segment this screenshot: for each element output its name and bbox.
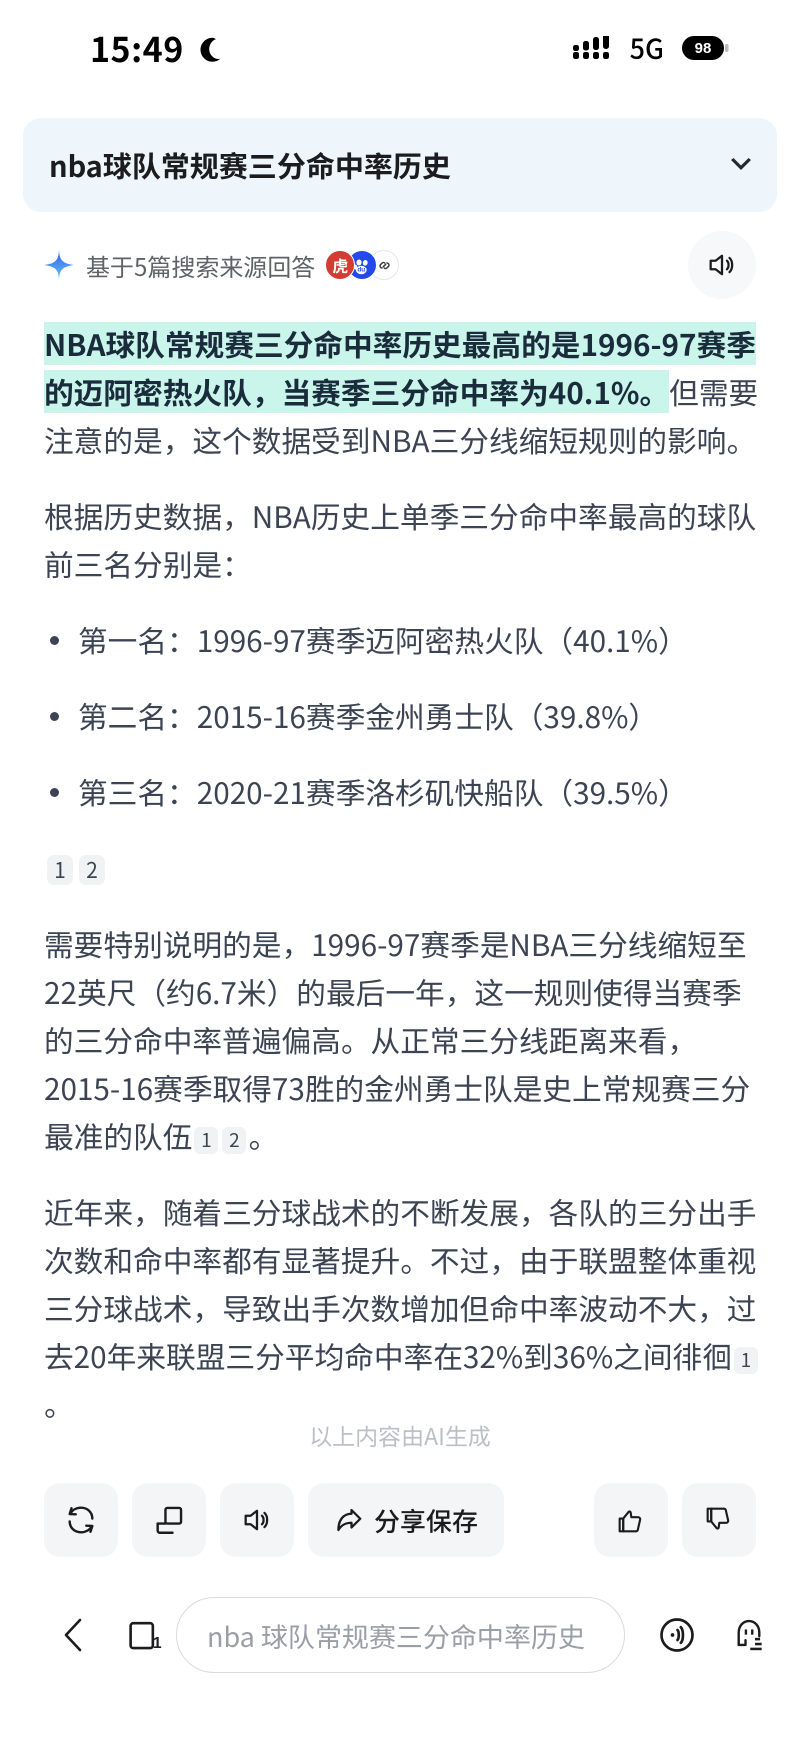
svg-text:1: 1 [153,1635,162,1652]
svg-text:98: 98 [695,40,712,57]
svg-text:du: du [358,267,366,274]
